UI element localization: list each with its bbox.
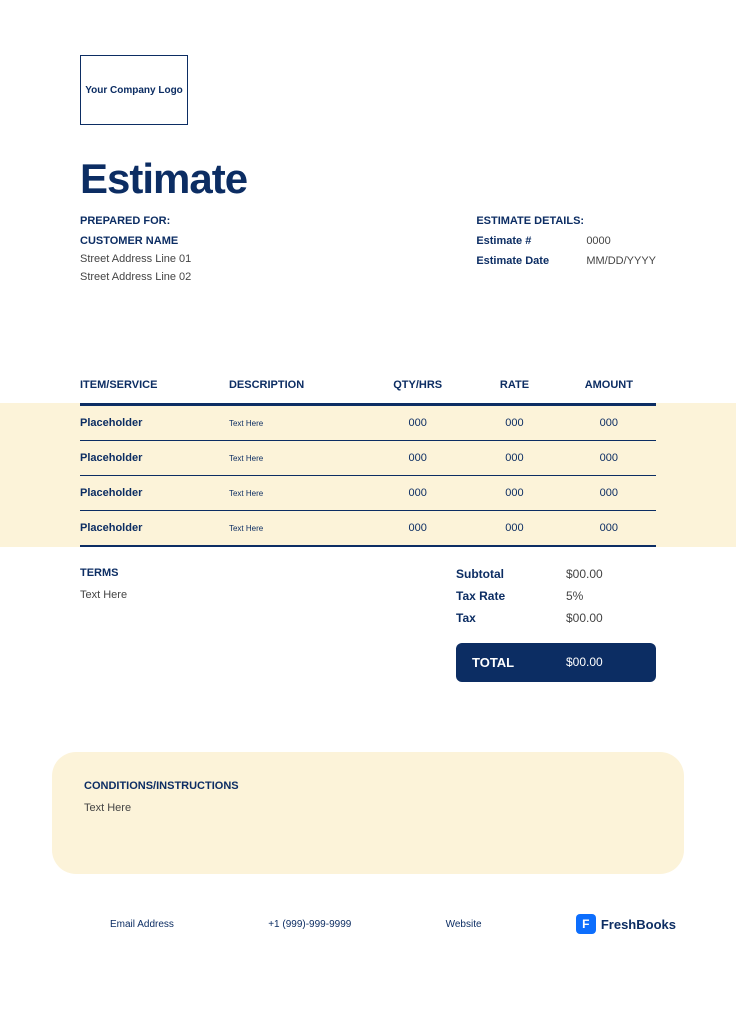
customer-name: CUSTOMER NAME	[80, 235, 191, 247]
tax-row: Tax $00.00	[456, 611, 656, 625]
header-info: PREPARED FOR: CUSTOMER NAME Street Addre…	[80, 215, 656, 289]
line-items-band: Placeholder Text Here 000 000 000 Placeh…	[0, 403, 736, 547]
estimate-number-value: 0000	[586, 235, 610, 247]
estimate-date-value: MM/DD/YYYY	[586, 255, 656, 267]
tax-value: $00.00	[566, 611, 603, 625]
taxrate-row: Tax Rate 5%	[456, 589, 656, 603]
col-header-rate: RATE	[467, 379, 561, 391]
row-qty: 000	[368, 487, 467, 499]
footer: Email Address +1 (999)-999-9999 Website …	[0, 914, 736, 934]
taxrate-label: Tax Rate	[456, 589, 566, 603]
table-row: Placeholder Text Here 000 000 000	[80, 441, 656, 476]
estimate-date-label: Estimate Date	[476, 255, 586, 267]
table-row: Placeholder Text Here 000 000 000	[80, 476, 656, 511]
row-item: Placeholder	[80, 417, 229, 429]
freshbooks-logo: F FreshBooks	[576, 914, 676, 934]
taxrate-value: 5%	[566, 589, 583, 603]
grand-total-label: TOTAL	[472, 655, 566, 670]
estimate-number-row: Estimate # 0000	[476, 235, 656, 247]
totals-block: Subtotal $00.00 Tax Rate 5% Tax $00.00 T…	[456, 567, 656, 682]
table-row: Placeholder Text Here 000 000 000	[80, 511, 656, 546]
row-rate: 000	[467, 452, 561, 464]
company-logo-placeholder: Your Company Logo	[80, 55, 188, 125]
row-amount: 000	[562, 487, 656, 499]
row-description: Text Here	[229, 454, 368, 463]
logo-text: Your Company Logo	[85, 84, 183, 97]
row-item: Placeholder	[80, 487, 229, 499]
col-header-item: ITEM/SERVICE	[80, 379, 229, 391]
estimate-number-label: Estimate #	[476, 235, 586, 247]
conditions-box: CONDITIONS/INSTRUCTIONS Text Here	[52, 752, 684, 874]
row-amount: 000	[562, 452, 656, 464]
row-description: Text Here	[229, 489, 368, 498]
row-amount: 000	[562, 417, 656, 429]
footer-email: Email Address	[110, 919, 174, 930]
row-rate: 000	[467, 487, 561, 499]
col-header-amount: AMOUNT	[562, 379, 656, 391]
estimate-details-block: ESTIMATE DETAILS: Estimate # 0000 Estima…	[476, 215, 656, 289]
row-item: Placeholder	[80, 522, 229, 534]
row-qty: 000	[368, 417, 467, 429]
row-qty: 000	[368, 452, 467, 464]
row-amount: 000	[562, 522, 656, 534]
freshbooks-brand-text: FreshBooks	[601, 917, 676, 932]
table-row: Placeholder Text Here 000 000 000	[80, 406, 656, 441]
conditions-label: CONDITIONS/INSTRUCTIONS	[84, 780, 652, 792]
page-title: Estimate	[80, 155, 656, 203]
grand-total-value: $00.00	[566, 655, 603, 670]
address-line-2: Street Address Line 02	[80, 271, 191, 283]
row-qty: 000	[368, 522, 467, 534]
terms-label: TERMS	[80, 567, 456, 579]
summary-section: TERMS Text Here Subtotal $00.00 Tax Rate…	[0, 547, 736, 682]
row-description: Text Here	[229, 524, 368, 533]
row-item: Placeholder	[80, 452, 229, 464]
estimate-details-label: ESTIMATE DETAILS:	[476, 215, 656, 227]
subtotal-row: Subtotal $00.00	[456, 567, 656, 581]
col-header-description: DESCRIPTION	[229, 379, 368, 391]
subtotal-value: $00.00	[566, 567, 603, 581]
row-rate: 000	[467, 522, 561, 534]
address-line-1: Street Address Line 01	[80, 253, 191, 265]
freshbooks-icon: F	[576, 914, 596, 934]
grand-total-box: TOTAL $00.00	[456, 643, 656, 682]
tax-label: Tax	[456, 611, 566, 625]
prepared-for-label: PREPARED FOR:	[80, 215, 191, 227]
col-header-qty: QTY/HRS	[368, 379, 467, 391]
prepared-for-block: PREPARED FOR: CUSTOMER NAME Street Addre…	[80, 215, 191, 289]
table-header-row: ITEM/SERVICE DESCRIPTION QTY/HRS RATE AM…	[0, 379, 736, 391]
conditions-text: Text Here	[84, 802, 652, 814]
subtotal-label: Subtotal	[456, 567, 566, 581]
row-rate: 000	[467, 417, 561, 429]
estimate-date-row: Estimate Date MM/DD/YYYY	[476, 255, 656, 267]
terms-text: Text Here	[80, 589, 456, 601]
footer-phone: +1 (999)-999-9999	[268, 919, 351, 930]
footer-website: Website	[446, 919, 482, 930]
terms-block: TERMS Text Here	[80, 567, 456, 682]
row-description: Text Here	[229, 419, 368, 428]
